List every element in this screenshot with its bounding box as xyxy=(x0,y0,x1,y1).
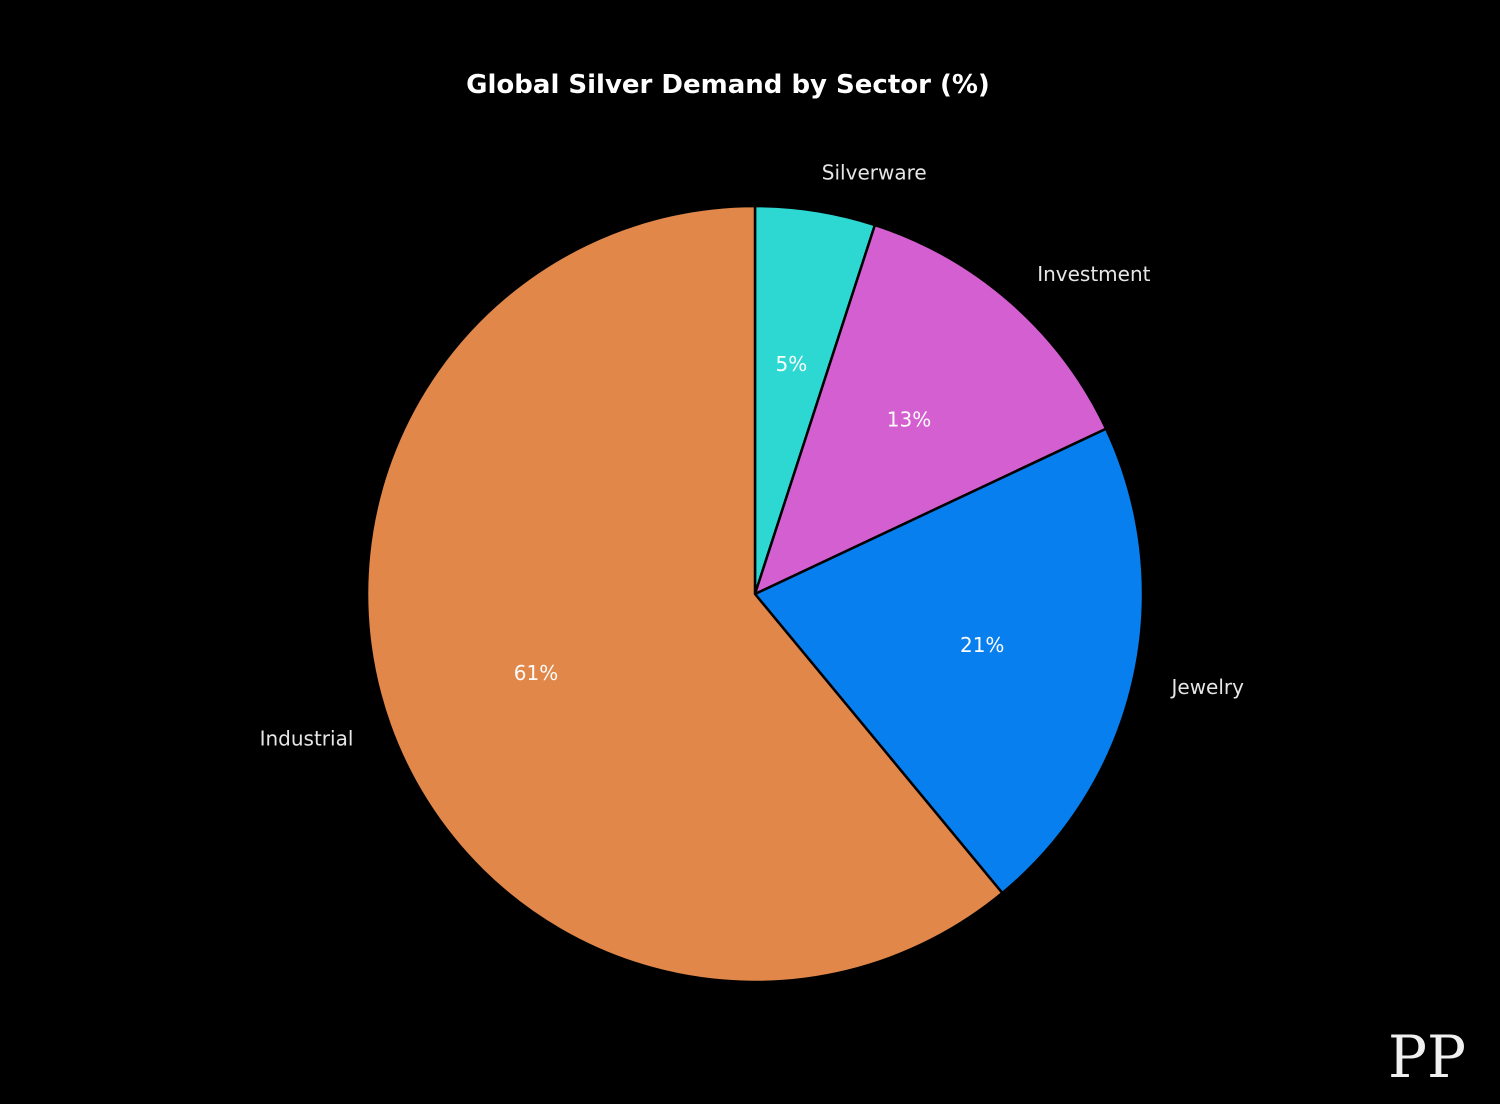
pie-slice-jewelry xyxy=(753,427,1145,895)
pie-slice-industrial xyxy=(365,204,1004,984)
pie-slice-investment xyxy=(753,223,1108,596)
pie-percent-label-jewelry: 21% xyxy=(960,633,1004,657)
pie-percent-label-investment: 13% xyxy=(887,407,931,431)
pie-percent-label-silverware: 5% xyxy=(776,352,808,376)
watermark-pp-logo: PP xyxy=(1387,1023,1466,1091)
pie-category-label-industrial: Industrial xyxy=(260,727,354,751)
pie-category-label-investment: Investment xyxy=(1037,262,1150,286)
pie-category-label-jewelry: Jewelry xyxy=(1170,675,1245,699)
pie-percent-label-industrial: 61% xyxy=(514,661,558,685)
pie-category-label-silverware: Silverware xyxy=(822,161,927,185)
chart-title: Global Silver Demand by Sector (%) xyxy=(466,70,990,100)
